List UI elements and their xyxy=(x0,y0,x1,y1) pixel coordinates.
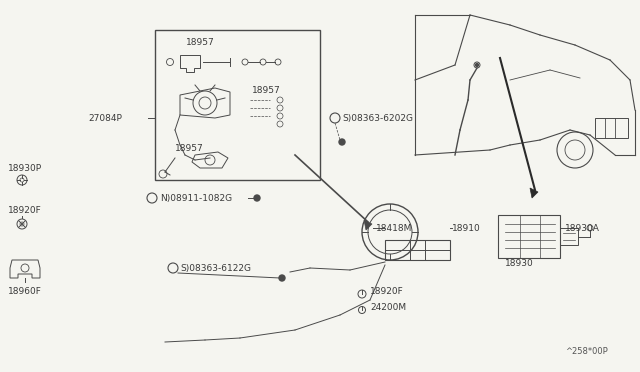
Circle shape xyxy=(254,195,260,201)
Text: 24200M: 24200M xyxy=(370,304,406,312)
Text: 18957: 18957 xyxy=(252,86,281,94)
Text: S)08363-6202G: S)08363-6202G xyxy=(342,113,413,122)
Text: 18910: 18910 xyxy=(452,224,481,232)
Text: ^258*00P: ^258*00P xyxy=(565,347,608,356)
Text: 18957: 18957 xyxy=(186,38,215,46)
Text: 18920F: 18920F xyxy=(370,288,404,296)
Text: 18960F: 18960F xyxy=(8,288,42,296)
Circle shape xyxy=(476,64,479,67)
Polygon shape xyxy=(364,220,372,230)
Circle shape xyxy=(279,275,285,281)
Text: 18957: 18957 xyxy=(175,144,204,153)
Text: S)08363-6122G: S)08363-6122G xyxy=(180,263,251,273)
Text: 27084P: 27084P xyxy=(88,113,122,122)
Text: 18930: 18930 xyxy=(505,259,534,267)
Text: 18920F: 18920F xyxy=(8,205,42,215)
Circle shape xyxy=(339,139,345,145)
Text: N)08911-1082G: N)08911-1082G xyxy=(160,193,232,202)
Text: 18930A: 18930A xyxy=(565,224,600,232)
Text: 18418M: 18418M xyxy=(376,224,412,232)
Text: 18930P: 18930P xyxy=(8,164,42,173)
Polygon shape xyxy=(530,188,538,198)
